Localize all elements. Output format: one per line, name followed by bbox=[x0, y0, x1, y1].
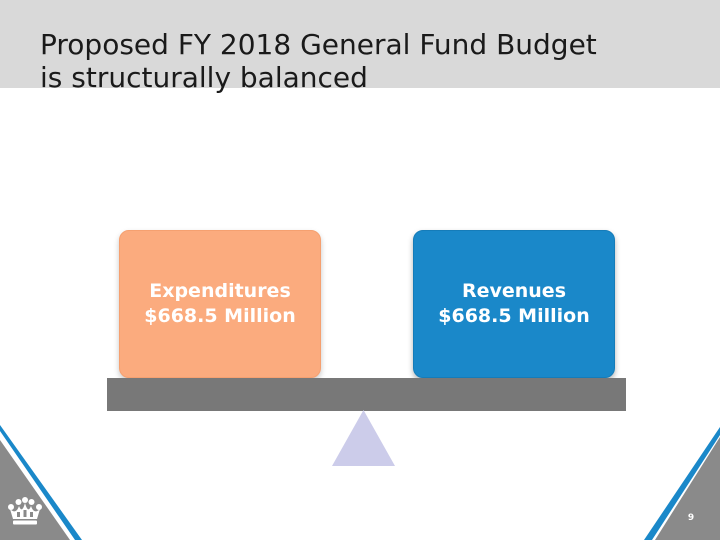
expenditures-amount: $668.5 Million bbox=[144, 305, 296, 327]
expenditures-box: Expenditures $668.5 Million bbox=[119, 230, 321, 378]
page-number: 9 bbox=[687, 513, 695, 523]
title-band bbox=[0, 0, 720, 88]
revenues-label: Revenues bbox=[461, 280, 567, 302]
expenditures-label: Expenditures bbox=[149, 280, 291, 302]
balance-beam bbox=[107, 378, 626, 411]
slide-title-line-1: Proposed FY 2018 General Fund Budget bbox=[40, 28, 597, 61]
bottom-right-corner bbox=[644, 427, 720, 540]
revenues-amount: $668.5 Million bbox=[438, 305, 590, 327]
fulcrum-triangle bbox=[332, 410, 395, 466]
slide-title: Proposed FY 2018 General Fund Budget is … bbox=[40, 28, 700, 94]
slide-title-line-2: is structurally balanced bbox=[40, 61, 368, 94]
crown-icon bbox=[8, 497, 42, 525]
revenues-box: Revenues $668.5 Million bbox=[413, 230, 615, 378]
